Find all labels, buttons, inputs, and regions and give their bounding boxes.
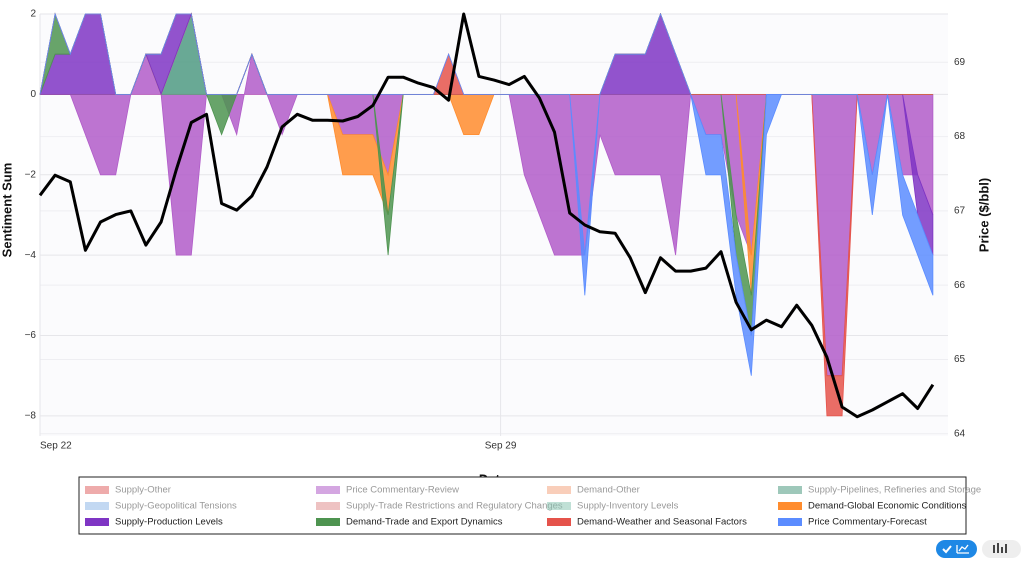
line-mode-button[interactable] bbox=[936, 540, 977, 558]
legend-swatch bbox=[778, 502, 802, 510]
price-line bbox=[38, 12, 935, 419]
legend-label: Demand-Trade and Export Dynamics bbox=[346, 517, 503, 528]
legend-swatch bbox=[778, 518, 802, 526]
y2-tick-label: 65 bbox=[954, 354, 966, 365]
y2-tick-label: 68 bbox=[954, 131, 966, 142]
legend-item[interactable]: Demand-Trade and Export Dynamics bbox=[316, 517, 503, 528]
legend-item[interactable]: Demand-Global Economic Conditions bbox=[778, 501, 967, 512]
y-tick-label: 0 bbox=[30, 89, 36, 100]
y2-tick-label: 67 bbox=[954, 206, 966, 217]
legend-item[interactable]: Price Commentary-Review bbox=[316, 485, 459, 496]
y2-tick-label: 66 bbox=[954, 280, 966, 291]
legend-label: Price Commentary-Forecast bbox=[808, 517, 927, 528]
bar-mode-button[interactable] bbox=[982, 540, 1021, 558]
legend-label: Supply-Geopolitical Tensions bbox=[115, 501, 237, 512]
legend-swatch bbox=[316, 486, 340, 494]
legend-label: Supply-Pipelines, Refineries and Storage bbox=[808, 485, 981, 496]
y-tick-label: −6 bbox=[25, 330, 37, 341]
legend-item[interactable]: Price Commentary-Forecast bbox=[778, 517, 927, 528]
y-tick-label: −4 bbox=[25, 250, 37, 261]
legend-swatch bbox=[85, 518, 109, 526]
legend-item[interactable]: Demand-Other bbox=[547, 485, 640, 496]
y-tick-label: −8 bbox=[25, 411, 37, 422]
x-tick-label: Sep 29 bbox=[485, 441, 517, 452]
legend-box bbox=[78, 476, 967, 535]
y2-tick-label: 69 bbox=[954, 57, 966, 68]
legend-label: Demand-Other bbox=[577, 485, 640, 496]
y-tick-label: −2 bbox=[25, 169, 37, 180]
y-axis-title: Sentiment Sum bbox=[0, 163, 14, 258]
legend-item[interactable]: Supply-Trade Restrictions and Regulatory… bbox=[316, 501, 563, 512]
legend-label: Demand-Weather and Seasonal Factors bbox=[577, 517, 747, 528]
sentiment-area bbox=[39, 12, 934, 376]
legend-item[interactable]: Supply-Production Levels bbox=[85, 517, 223, 528]
legend-label: Supply-Trade Restrictions and Regulatory… bbox=[346, 501, 563, 512]
legend-swatch bbox=[85, 502, 109, 510]
legend-swatch bbox=[316, 502, 340, 510]
x-tick-label: Sep 22 bbox=[40, 441, 72, 452]
legend-item[interactable]: Supply-Inventory Levels bbox=[547, 501, 679, 512]
y2-tick-label: 64 bbox=[954, 428, 966, 439]
legend-item[interactable]: Supply-Other bbox=[85, 485, 171, 496]
legend-label: Supply-Production Levels bbox=[115, 517, 223, 528]
legend-swatch bbox=[85, 486, 109, 494]
legend-label: Supply-Inventory Levels bbox=[577, 501, 679, 512]
legend-label: Price Commentary-Review bbox=[346, 485, 459, 496]
y2-axis-title: Price ($/bbl) bbox=[976, 178, 991, 252]
legend-swatch bbox=[316, 518, 340, 526]
legend-swatch bbox=[778, 486, 802, 494]
y-tick-label: 2 bbox=[30, 9, 36, 20]
legend-swatch bbox=[547, 518, 571, 526]
legend-item[interactable]: Supply-Geopolitical Tensions bbox=[85, 501, 237, 512]
legend-label: Demand-Global Economic Conditions bbox=[808, 501, 967, 512]
legend-item[interactable]: Demand-Weather and Seasonal Factors bbox=[547, 517, 747, 528]
legend-swatch bbox=[547, 486, 571, 494]
legend-item[interactable]: Supply-Pipelines, Refineries and Storage bbox=[778, 485, 981, 496]
legend-label: Supply-Other bbox=[115, 485, 171, 496]
legend-swatch bbox=[547, 502, 571, 510]
